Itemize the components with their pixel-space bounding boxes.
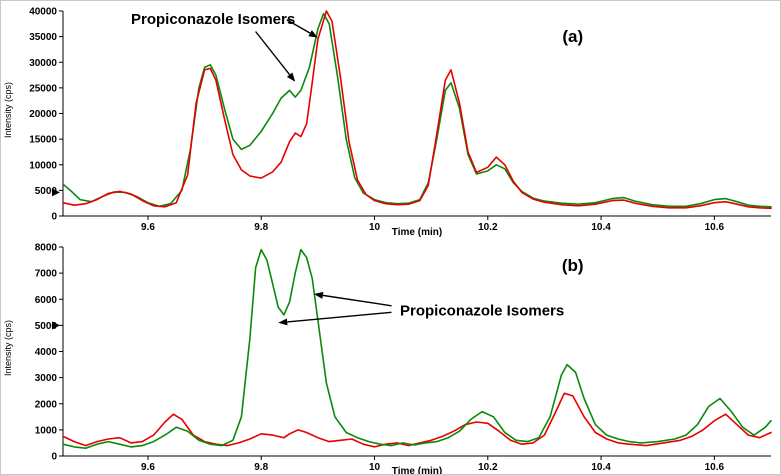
y-tick-label: 30000 xyxy=(29,58,57,69)
axis-marker-icon xyxy=(52,188,60,197)
panel-label: (b) xyxy=(562,256,584,275)
annotation-arrow xyxy=(255,31,291,76)
annotation-arrow xyxy=(322,294,392,307)
y-tick-label: 10000 xyxy=(29,160,57,171)
x-tick-label: 9.6 xyxy=(141,462,155,473)
x-tick-label: 10 xyxy=(369,222,381,233)
y-axis-title-a: Intensity (cps) xyxy=(3,81,13,139)
x-tick-label: 10.2 xyxy=(478,222,498,233)
x-tick-label: 10.6 xyxy=(705,222,725,233)
x-tick-label: 10 xyxy=(369,462,381,473)
x-axis-title: Time (min) xyxy=(392,466,442,475)
y-tick-label: 15000 xyxy=(29,135,57,146)
x-tick-label: 9.6 xyxy=(141,222,155,233)
y-tick-label: 0 xyxy=(51,212,57,223)
y-tick-label: 5000 xyxy=(35,186,58,197)
y-tick-label: 4000 xyxy=(35,347,58,358)
annotation-label: Propiconazole Isomers xyxy=(400,303,564,320)
series-red-trace xyxy=(62,392,772,448)
y-tick-label: 25000 xyxy=(29,83,57,94)
y-tick-label: 8000 xyxy=(35,243,58,254)
x-tick-label: 10.4 xyxy=(591,462,611,473)
annotation-arrowhead xyxy=(308,30,318,38)
y-tick-label: 1000 xyxy=(35,425,58,436)
x-tick-label: 10.6 xyxy=(705,462,725,473)
x-tick-label: 9.8 xyxy=(254,222,268,233)
panel-b: Intensity (cps) 0 1000 2000 3000 4000 5000 600… xyxy=(1,237,780,475)
series-green-trace xyxy=(62,248,772,449)
annotation-arrowhead xyxy=(278,318,288,326)
series-red-trace xyxy=(62,10,772,210)
panel-a: Intensity (cps) 0 5000 10000 15000 20000 2500… xyxy=(1,1,780,237)
annotation-arrowhead xyxy=(286,72,296,82)
y-tick-label: 6000 xyxy=(35,295,58,306)
annotation-label: Propiconazole Isomers xyxy=(131,11,295,28)
annotation-arrowhead xyxy=(313,291,324,299)
y-tick-label: 7000 xyxy=(35,269,58,280)
y-tick-label: 3000 xyxy=(35,373,58,384)
x-tick-label: 10.4 xyxy=(591,222,611,233)
series-green-trace xyxy=(62,12,772,208)
y-tick-label: 0 xyxy=(51,452,57,463)
x-tick-label: 10.2 xyxy=(478,462,498,473)
panel-label: (a) xyxy=(562,27,583,46)
x-tick-label: 9.8 xyxy=(254,462,268,473)
axis-marker-icon xyxy=(52,321,60,330)
y-tick-label: 35000 xyxy=(29,32,57,43)
chromatogram-plot-a: 0 5000 10000 15000 20000 25000 30000 35000 40000… xyxy=(29,7,772,237)
chromatogram-plot-b: 0 1000 2000 3000 4000 5000 6000 7000 8000 9.6 9.8 1… xyxy=(35,243,772,475)
y-tick-label: 40000 xyxy=(29,7,57,18)
annotation-arrow xyxy=(287,311,392,323)
y-tick-label: 2000 xyxy=(35,399,58,410)
x-axis-title: Time (min) xyxy=(392,227,442,237)
y-tick-label: 5000 xyxy=(35,321,58,332)
y-axis-title-b: Intensity (cps) xyxy=(3,319,13,376)
annotation-arrow xyxy=(286,19,311,34)
y-tick-label: 20000 xyxy=(29,109,57,120)
